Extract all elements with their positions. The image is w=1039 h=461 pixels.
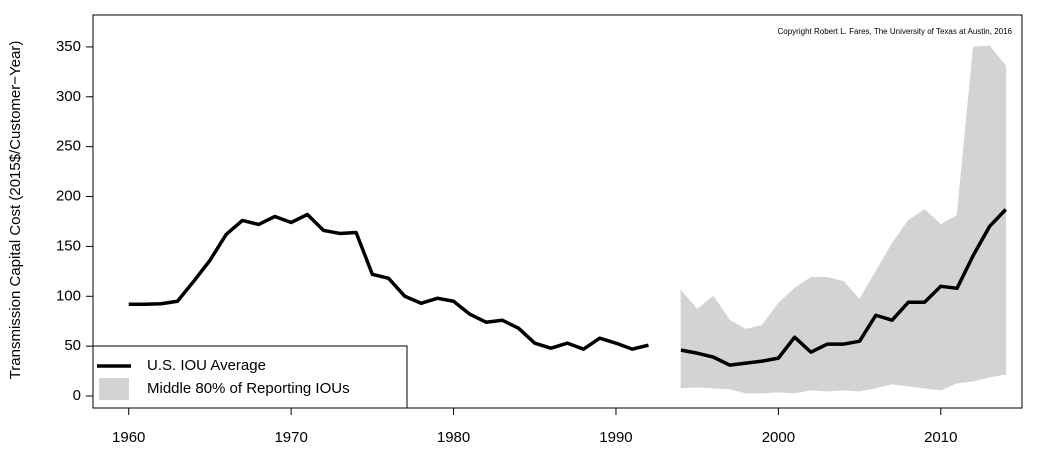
y-tick-label: 100 — [56, 287, 81, 304]
band-area — [826, 276, 844, 392]
line-series — [128, 208, 1008, 367]
y-tick-label: 200 — [56, 188, 81, 205]
band-area — [729, 319, 747, 394]
band-area — [696, 295, 714, 389]
y-tick-label: 300 — [56, 88, 81, 105]
band-area — [761, 302, 779, 394]
y-tick-label: 50 — [64, 337, 81, 354]
band-area — [794, 276, 812, 394]
x-tick-label: 2000 — [762, 429, 795, 446]
legend-label: Middle 80% of Reporting IOUs — [147, 380, 350, 397]
annotation: Copyright Robert L. Fares, The Universit… — [778, 27, 1013, 36]
legend-label: U.S. IOU Average — [147, 357, 266, 374]
x-tick-label: 1980 — [437, 429, 470, 446]
band-area — [908, 208, 925, 389]
band-area — [745, 324, 763, 394]
y-axis-label: Transmission Capital Cost (2015$/Custome… — [7, 41, 24, 380]
x-tick-label: 1970 — [274, 429, 307, 446]
band-area — [989, 45, 1007, 378]
y-tick-label: 350 — [56, 38, 81, 55]
x-tick-label: 1960 — [112, 429, 145, 446]
band-area — [940, 214, 958, 391]
y-tick-label: 150 — [56, 237, 81, 254]
band-area — [956, 46, 974, 384]
y-tick-label: 250 — [56, 138, 81, 155]
x-tick-label: 1990 — [599, 429, 632, 446]
legend-swatch — [99, 378, 129, 400]
band-area — [810, 277, 828, 392]
y-tick-label: 0 — [73, 387, 81, 404]
band-area — [843, 280, 860, 392]
legend-box — [92, 345, 408, 409]
legend: U.S. IOU Average Middle 80% of Reporting … — [92, 345, 408, 409]
band-area — [972, 45, 990, 382]
band-area — [680, 289, 698, 389]
plot-frame — [92, 14, 1023, 409]
x-tick-label: 2010 — [924, 429, 957, 446]
band-area — [713, 295, 730, 390]
